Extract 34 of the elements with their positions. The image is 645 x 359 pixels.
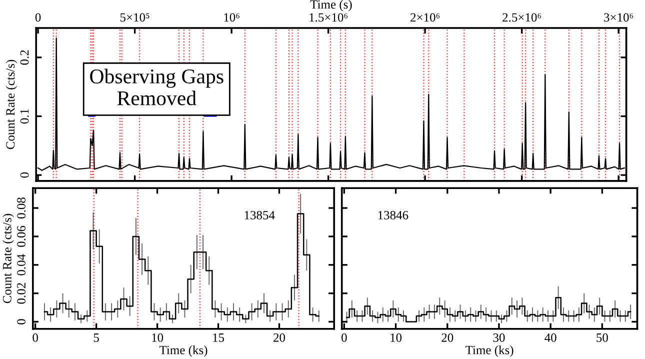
x-tick-label: 15 [213, 333, 224, 342]
x-tick-label: 0 [342, 333, 347, 342]
annotation: 13846 [378, 210, 408, 220]
x-tick-label: 3×10⁶ [604, 13, 634, 22]
x-tick-label: 5 [94, 334, 99, 342]
y-tick-label: 0.08 [17, 198, 26, 218]
x-tick-label: 40 [544, 333, 556, 342]
x-axis-title: Time (ks) [159, 346, 208, 357]
annotation: Observing Gaps Removed [90, 68, 224, 106]
x-tick-label: 20 [442, 333, 454, 342]
x-tick-label: 0 [32, 333, 38, 342]
x-tick-label: 1.5×10⁶ [310, 13, 348, 22]
x-axis-title: Time (ks) [466, 346, 514, 357]
x-tick-label: 0 [35, 13, 41, 22]
y-tick-label: 0.2 [20, 50, 29, 65]
y-tick-label: 0 [17, 319, 26, 324]
y-axis-title: Count Rate (cts/s) [2, 214, 14, 304]
y-axis-title: Count Rate (cts/s) [6, 60, 18, 150]
x-tick-label: 2×10⁶ [410, 13, 440, 22]
y-tick-label: 0 [20, 172, 29, 178]
x-tick-label: 5×10⁵ [120, 13, 150, 22]
x-tick-label: 50 [596, 333, 608, 342]
x-axis-title: Time (s) [310, 0, 352, 12]
x-tick-label: 30 [493, 333, 505, 342]
y-tick-label: 0.1 [20, 109, 29, 124]
y-tick-label: 0.02 [17, 283, 26, 304]
x-tick-label: 10 [152, 333, 164, 342]
x-tick-label: 10 [390, 333, 402, 342]
x-tick-label: 10⁶ [224, 13, 240, 22]
x-tick-label: 2.5×10⁶ [502, 13, 541, 22]
x-tick-label: 20 [274, 333, 286, 342]
y-tick-label: 0.04 [17, 254, 26, 276]
y-tick-label: 0.06 [17, 226, 26, 247]
annotation: 13854 [244, 210, 275, 220]
